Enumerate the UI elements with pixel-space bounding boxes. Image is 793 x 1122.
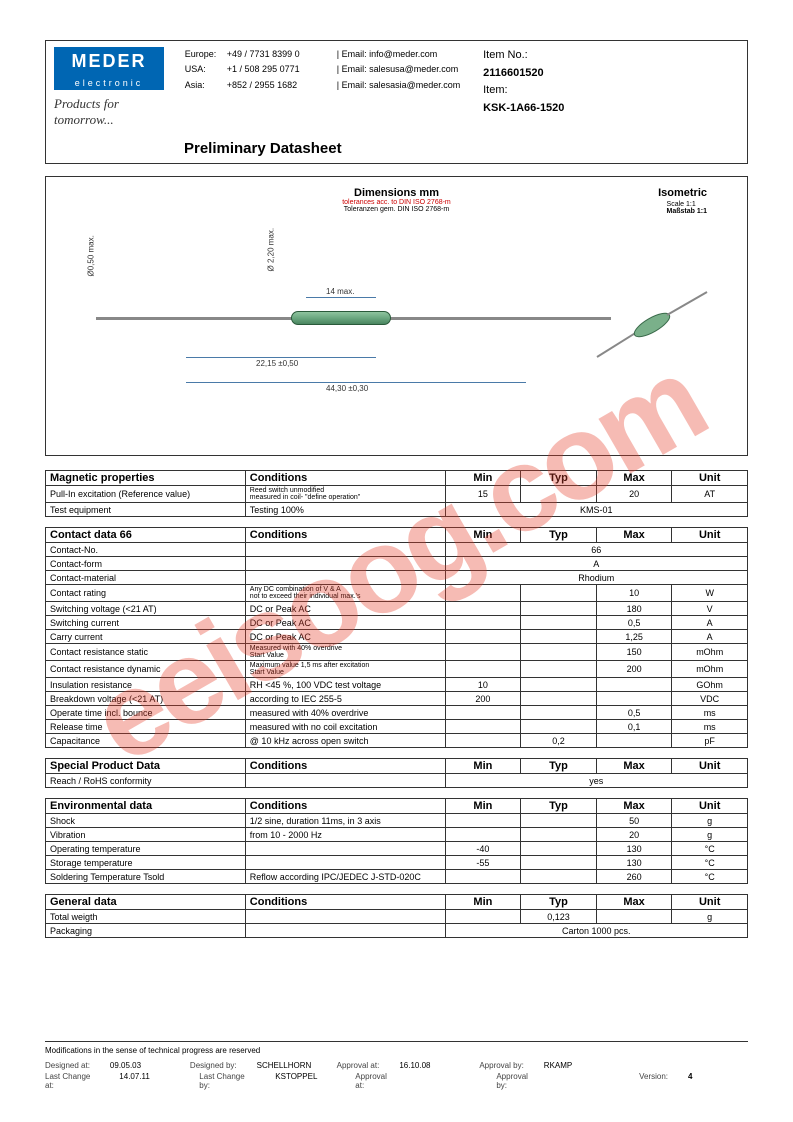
logo-main: MEDER: [54, 47, 164, 76]
table-row: Switching currentDC or Peak AC0,5A: [46, 616, 748, 630]
data-table: General dataConditionsMinTypMaxUnitTotal…: [45, 894, 748, 938]
table-row: Vibrationfrom 10 - 2000 Hz20g: [46, 828, 748, 842]
table-row: Carry currentDC or Peak AC1,25A: [46, 630, 748, 644]
logo-sub: electronic: [54, 76, 164, 90]
isometric-view: [587, 287, 717, 387]
item-label: Item:: [483, 82, 564, 100]
table-row: Total weigth0,123g: [46, 910, 748, 924]
table-row: Contact ratingAny DC combination of V & …: [46, 585, 748, 602]
table-row: Shock1/2 sine, duration 11ms, in 3 axis5…: [46, 814, 748, 828]
table-row: Operate time incl. bouncemeasured with 4…: [46, 706, 748, 720]
header-box: MEDER electronic Products for tomorrow..…: [45, 40, 748, 164]
footer-row: Designed at:09.05.03Designed by:SCHELLHO…: [45, 1061, 748, 1070]
technical-drawing: Ø0,50 max. Ø 2,20 max. 14 max. 22,15 ±0,…: [96, 267, 626, 417]
table-row: Contact resistance staticMeasured with 4…: [46, 644, 748, 661]
item-no: 2116601520: [483, 65, 564, 83]
footer-note: Modifications in the sense of technical …: [45, 1046, 748, 1055]
data-table: Environmental dataConditionsMinTypMaxUni…: [45, 798, 748, 884]
item-no-label: Item No.:: [483, 47, 564, 65]
page: MEDER electronic Products for tomorrow..…: [0, 0, 793, 988]
data-table: Special Product DataConditionsMinTypMaxU…: [45, 758, 748, 788]
dim-tol2: Toleranzen gem. DIN ISO 2768-m: [56, 206, 737, 213]
table-row: Breakdown voltage (<21 AT)according to I…: [46, 692, 748, 706]
data-table: Contact data 66ConditionsMinTypMaxUnitCo…: [45, 527, 748, 748]
data-table: Magnetic propertiesConditionsMinTypMaxUn…: [45, 470, 748, 517]
contact-row: Asia:+852 / 2955 1682| Email: salesasia@…: [185, 78, 461, 93]
table-row: Contact-materialRhodium: [46, 571, 748, 585]
diagram-box: Dimensions mm tolerances acc. to DIN ISO…: [45, 176, 748, 456]
table-row: Insulation resistanceRH <45 %, 100 VDC t…: [46, 678, 748, 692]
table-row: PackagingCarton 1000 pcs.: [46, 924, 748, 938]
contact-row: Europe:+49 / 7731 8399 0| Email: info@me…: [185, 47, 461, 62]
table-row: Contact-formA: [46, 557, 748, 571]
table-row: Storage temperature-55130°C: [46, 856, 748, 870]
table-row: Test equipmentTesting 100%KMS-01: [46, 503, 748, 517]
logo-tagline: Products for tomorrow...: [54, 96, 164, 128]
table-row: Operating temperature-40130°C: [46, 842, 748, 856]
item-name: KSK-1A66-1520: [483, 100, 564, 118]
table-row: Switching voltage (<21 AT)DC or Peak AC1…: [46, 602, 748, 616]
table-row: Reach / RoHS conformityyes: [46, 774, 748, 788]
dim-tol1: tolerances acc. to DIN ISO 2768-m: [56, 199, 737, 206]
item-info: Item No.: 2116601520 Item: KSK-1A66-1520: [483, 47, 564, 117]
contact-row: USA:+1 / 508 295 0771| Email: salesusa@m…: [185, 62, 461, 77]
table-row: Release timemeasured with no coil excita…: [46, 720, 748, 734]
table-row: Pull-In excitation (Reference value)Reed…: [46, 486, 748, 503]
footer: Modifications in the sense of technical …: [45, 1041, 748, 1092]
table-row: Contact resistance dynamicMaximum value …: [46, 661, 748, 678]
doc-title: Preliminary Datasheet: [184, 140, 739, 157]
dim-title: Dimensions mm: [56, 187, 737, 199]
table-row: Capacitance@ 10 kHz across open switch0,…: [46, 734, 748, 748]
iso-scale: Scale 1:1Maßstab 1:1: [667, 201, 707, 215]
tables-container: Magnetic propertiesConditionsMinTypMaxUn…: [45, 470, 748, 938]
contact-block: Europe:+49 / 7731 8399 0| Email: info@me…: [185, 47, 461, 93]
footer-row: Last Change at:14.07.11Last Change by:KS…: [45, 1072, 748, 1090]
table-row: Contact-No.66: [46, 543, 748, 557]
iso-title: Isometric: [658, 187, 707, 199]
table-row: Soldering Temperature TsoldReflow accord…: [46, 870, 748, 884]
logo-block: MEDER electronic Products for tomorrow..…: [54, 47, 164, 128]
